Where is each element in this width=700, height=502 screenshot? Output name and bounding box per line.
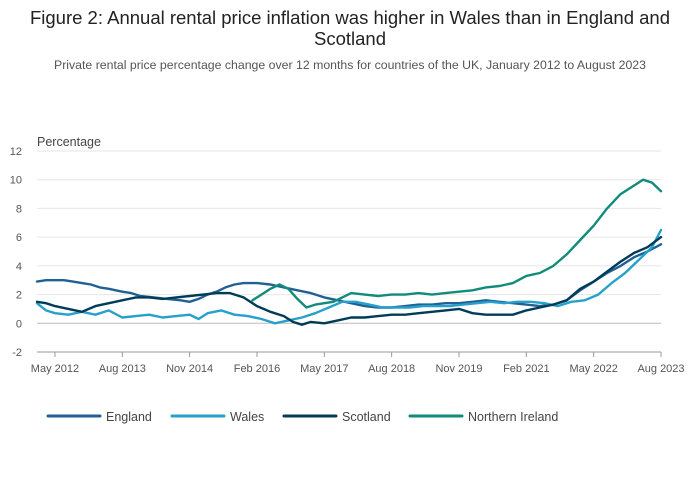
legend-label: Northern Ireland	[468, 410, 558, 424]
chart-title: Figure 2: Annual rental price inflation …	[29, 7, 670, 49]
x-tick-label: May 2017	[300, 363, 348, 375]
series-line-northern-ireland	[251, 178, 663, 309]
x-tick-label: Aug 2018	[368, 363, 415, 375]
series-lines	[35, 178, 663, 326]
y-tick-label: -2	[12, 347, 22, 359]
grid-lines	[37, 150, 661, 353]
legend: England Wales Scotland Northern Ireland	[46, 410, 558, 424]
x-tick-label: May 2022	[570, 363, 618, 375]
series-line-scotland	[35, 235, 663, 326]
y-tick-label: 12	[10, 146, 22, 158]
chart-subtitle: Private rental price percentage change o…	[54, 58, 646, 72]
y-tick-label: 0	[16, 318, 22, 330]
y-axis-ticks: 12 10 8 6 4 2 0 -2	[10, 146, 22, 359]
x-tick-label: Aug 2013	[99, 363, 146, 375]
x-tick-label: Aug 2023	[637, 363, 684, 375]
y-axis-label: Percentage	[37, 135, 101, 149]
x-tick-label: Nov 2014	[166, 363, 213, 375]
y-tick-label: 4	[16, 261, 22, 273]
y-tick-label: 8	[16, 203, 22, 215]
x-tick-label: Feb 2016	[234, 363, 280, 375]
x-axis-ticks: May 2012 Aug 2013 Nov 2014 Feb 2016 May 2017…	[31, 352, 685, 375]
legend-label: England	[106, 410, 152, 424]
x-tick-label: Feb 2021	[503, 363, 549, 375]
y-tick-label: 2	[16, 290, 22, 302]
x-tick-label: May 2012	[31, 363, 79, 375]
y-tick-label: 10	[10, 175, 22, 187]
legend-label: Scotland	[342, 410, 391, 424]
series-line-wales	[35, 228, 663, 325]
y-tick-label: 6	[16, 232, 22, 244]
x-tick-label: Nov 2019	[435, 363, 482, 375]
legend-label: Wales	[230, 410, 264, 424]
